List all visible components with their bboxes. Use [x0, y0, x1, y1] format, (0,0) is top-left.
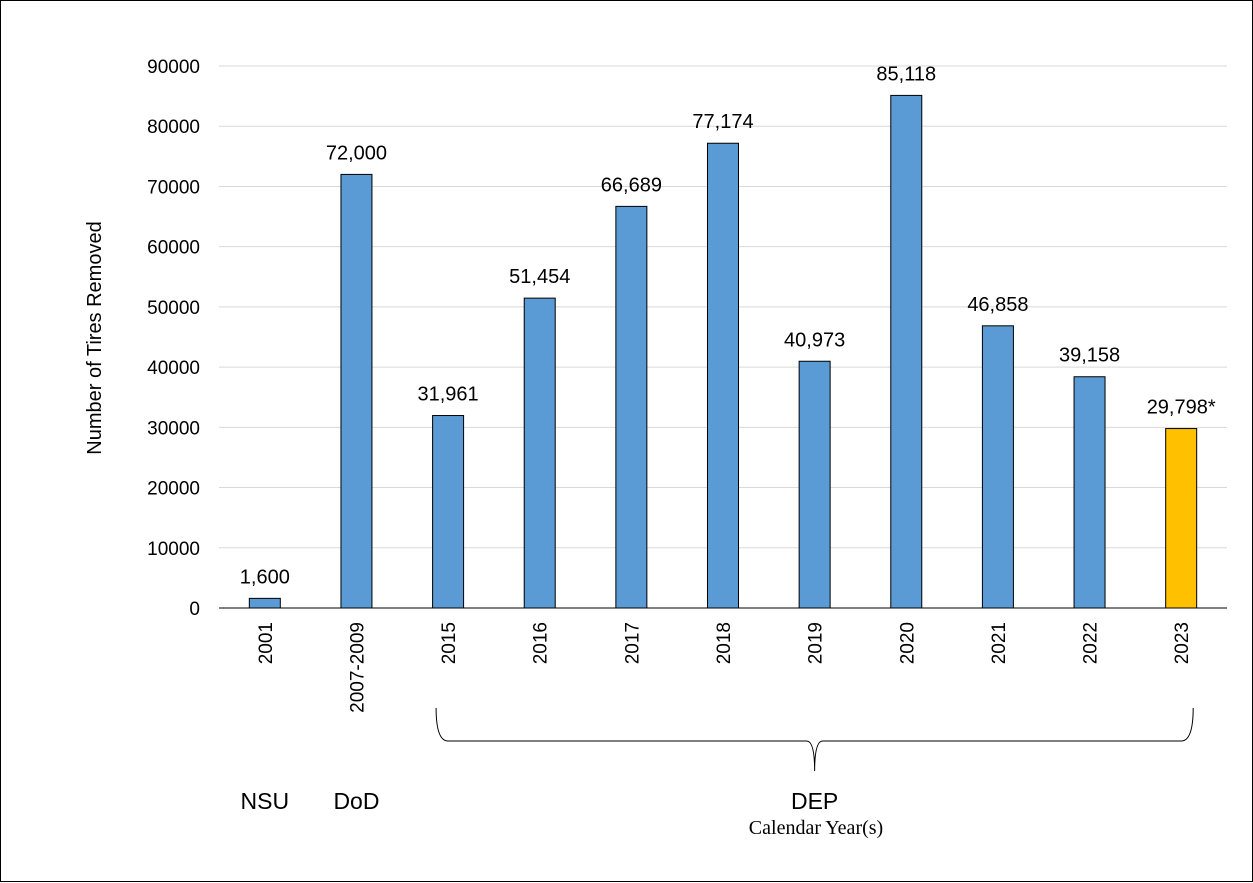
- bar-2022: [1073, 376, 1106, 609]
- x-axis-ticks: 2001 2007-2009 2015 2016 2017 2018 2019 2020 202…: [256, 622, 1193, 713]
- y-tick-label: 40000: [147, 358, 200, 379]
- data-labels: 1,600 72,000 31,961 51,454 66,689 77,174 40,97…: [240, 63, 1216, 588]
- x-tick-label-2007-2009: 2007-2009: [347, 622, 368, 713]
- y-tick-label: 10000: [147, 539, 200, 560]
- y-tick-label: 80000: [147, 117, 200, 138]
- bars: [248, 94, 1198, 609]
- x-tick-label-2001: 2001: [256, 622, 277, 664]
- dep-group-brace: [435, 707, 1194, 772]
- data-label-2017: 66,689: [601, 174, 662, 196]
- x-tick-label-2022: 2022: [1081, 622, 1102, 664]
- bar-2015: [432, 415, 465, 609]
- data-label-2018: 77,174: [692, 111, 753, 133]
- group-label-nsu: NSU: [241, 788, 290, 814]
- bar-2001: [248, 597, 281, 609]
- bar-2019: [798, 360, 831, 609]
- x-tick-label-2020: 2020: [897, 622, 918, 664]
- bar-2020: [890, 94, 923, 609]
- y-tick-label: 90000: [147, 57, 200, 78]
- group-label-dep: DEP: [791, 788, 838, 814]
- data-label-2021: 46,858: [967, 294, 1028, 316]
- data-label-2019: 40,973: [784, 329, 845, 351]
- y-tick-label: 50000: [147, 298, 200, 319]
- bar-2023: [1165, 428, 1198, 609]
- data-label-2020: 85,118: [876, 63, 936, 85]
- data-label-2007-2009: 72,000: [326, 142, 387, 164]
- y-tick-label: 70000: [147, 177, 200, 198]
- data-label-2022: 39,158: [1059, 345, 1120, 367]
- x-tick-label-2019: 2019: [806, 622, 827, 664]
- bar-2018: [707, 142, 739, 609]
- y-tick-label: 30000: [147, 418, 200, 439]
- x-tick-label-2016: 2016: [531, 622, 552, 664]
- x-tick-label-2023: 2023: [1172, 622, 1193, 664]
- data-label-2001: 1,600: [240, 566, 290, 588]
- y-tick-label: 60000: [147, 238, 200, 259]
- x-tick-label-2021: 2021: [989, 622, 1010, 664]
- x-tick-label-2017: 2017: [622, 622, 643, 664]
- y-tick-label: 20000: [147, 479, 200, 500]
- x-tick-label-2015: 2015: [439, 622, 460, 664]
- x-tick-label-2018: 2018: [714, 622, 735, 664]
- bar-2007-2009: [340, 173, 373, 609]
- bar-2021: [981, 325, 1014, 609]
- data-label-2023: 29,798*: [1147, 397, 1216, 419]
- data-label-2015: 31,961: [418, 384, 479, 406]
- data-label-2016: 51,454: [509, 266, 570, 288]
- bar-2017: [615, 205, 648, 609]
- group-labels: NSU DoD DEP: [241, 788, 839, 814]
- bar-2016: [523, 297, 556, 609]
- group-label-dod: DoD: [333, 788, 379, 814]
- y-axis-ticks: 0 10000 20000 30000 40000 50000 60000 70000 8000…: [147, 57, 200, 620]
- y-axis-title: Number of Tires Removed: [84, 221, 106, 454]
- y-tick-label: 0: [189, 599, 200, 620]
- x-axis-title: Calendar Year(s): [749, 817, 883, 839]
